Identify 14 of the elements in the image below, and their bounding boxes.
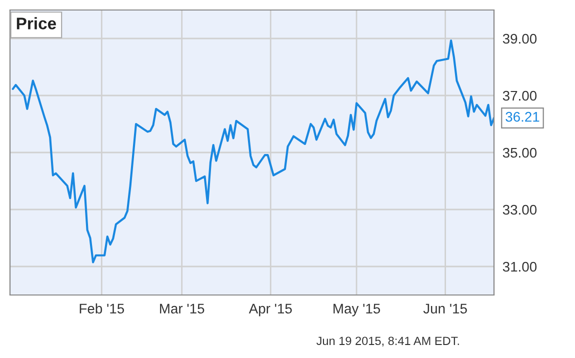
y-tick-label: 39.00 (502, 34, 537, 44)
x-tick-label: Jun '15 (423, 304, 467, 314)
annotation: 36.21 (506, 112, 540, 122)
x-tick-label: May '15 (334, 304, 380, 316)
x-tick-label: Apr '15 (248, 304, 292, 316)
text: Jun 19 2015, 8:41 AM EDT. (316, 336, 459, 346)
y-tick-label: 37.00 (502, 90, 537, 101)
chart-title: Price (16, 17, 56, 30)
x-tick-label: Mar '15 (160, 304, 204, 314)
line-series (12, 39, 494, 264)
y-tick-label: 33.00 (502, 204, 537, 215)
y-tick-label: 35.00 (502, 148, 537, 158)
y-tick-label: 31.00 (502, 262, 537, 272)
x-tick-label: Feb '15 (80, 303, 124, 314)
